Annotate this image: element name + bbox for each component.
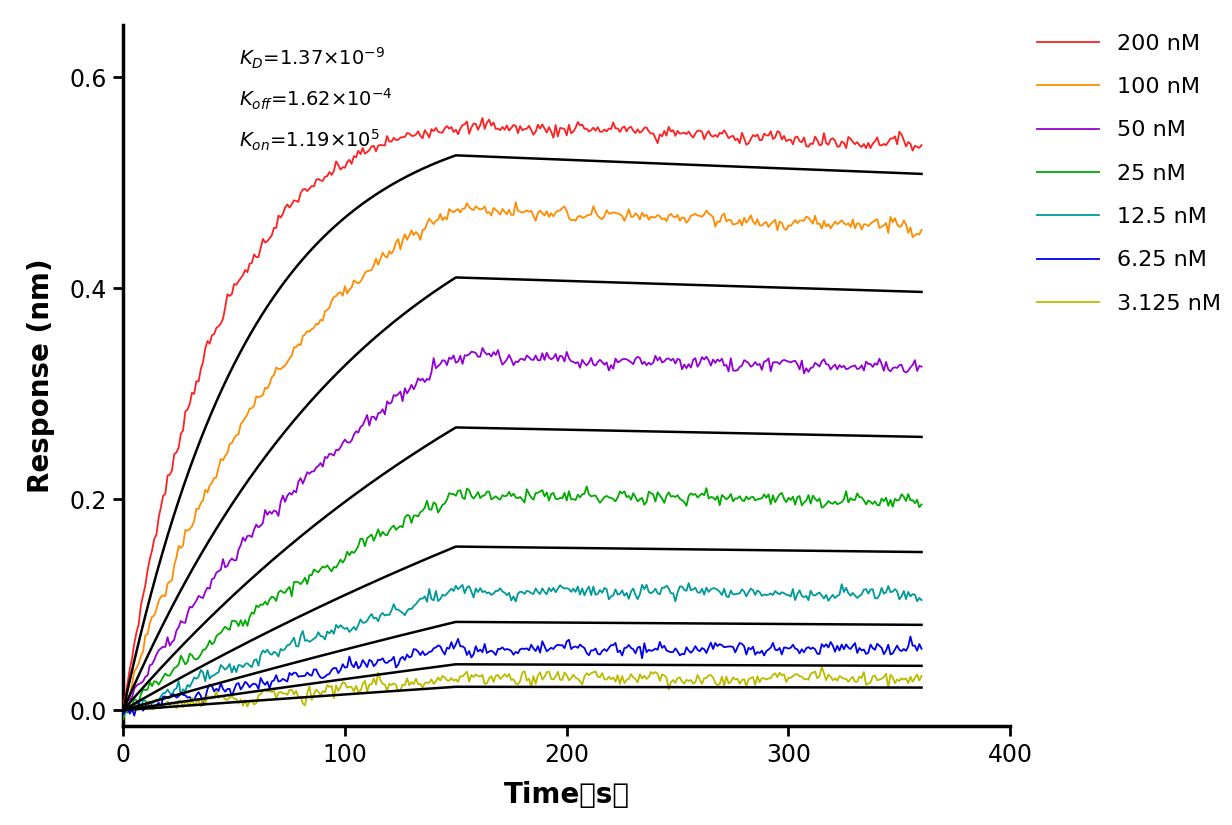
3.125 nM — [116, 700, 131, 710]
200 nM — [476, 113, 490, 123]
3.125 nM — [127, 705, 142, 715]
12.5 nM — [573, 590, 588, 600]
100 nM — [265, 372, 280, 382]
Line: 25 nM: 25 nM — [123, 486, 922, 719]
100 nM — [617, 216, 632, 226]
100 nM — [509, 197, 524, 207]
Line: 50 nM: 50 nM — [123, 348, 922, 715]
25 nM — [570, 490, 585, 500]
6.25 nM — [116, 710, 131, 719]
Y-axis label: Response (nm): Response (nm) — [27, 258, 55, 493]
X-axis label: Time（s）: Time（s） — [504, 780, 630, 808]
3.125 nM — [814, 662, 829, 672]
50 nM — [819, 359, 834, 369]
25 nM — [116, 714, 131, 724]
3.125 nM — [140, 696, 155, 706]
50 nM — [138, 672, 153, 681]
6.25 nM — [599, 646, 614, 656]
25 nM — [599, 491, 614, 501]
3.125 nM — [266, 686, 281, 696]
6.25 nM — [903, 631, 918, 641]
25 nM — [819, 499, 834, 509]
50 nM — [599, 357, 614, 367]
Line: 3.125 nM: 3.125 nM — [123, 667, 922, 710]
12.5 nM — [599, 584, 614, 594]
12.5 nM — [116, 703, 131, 713]
6.25 nM — [617, 644, 632, 653]
25 nM — [617, 487, 632, 497]
200 nM — [573, 120, 588, 130]
Line: 100 nM: 100 nM — [123, 202, 922, 719]
3.125 nM — [821, 670, 835, 680]
6.25 nM — [819, 639, 834, 649]
50 nM — [476, 343, 490, 353]
6.25 nM — [266, 676, 281, 686]
Legend: 200 nM, 100 nM, 50 nM, 25 nM, 12.5 nM, 6.25 nM, 3.125 nM: 200 nM, 100 nM, 50 nM, 25 nM, 12.5 nM, 6… — [1027, 25, 1230, 323]
50 nM — [116, 710, 131, 720]
50 nM — [573, 363, 588, 373]
100 nM — [599, 205, 614, 215]
200 nM — [617, 121, 632, 131]
12.5 nM — [118, 707, 133, 717]
12.5 nM — [617, 591, 632, 601]
Line: 12.5 nM: 12.5 nM — [123, 583, 922, 712]
3.125 nM — [599, 675, 614, 685]
50 nM — [617, 354, 632, 364]
100 nM — [914, 225, 929, 235]
3.125 nM — [914, 671, 929, 681]
3.125 nM — [617, 678, 632, 688]
25 nM — [265, 592, 280, 601]
100 nM — [573, 211, 588, 221]
12.5 nM — [140, 700, 155, 710]
Text: $K_D$=1.37×10$^{-9}$
$K_{off}$=1.62×10$^{-4}$
$K_{on}$=1.19×10$^{5}$: $K_D$=1.37×10$^{-9}$ $K_{off}$=1.62×10$^… — [239, 45, 392, 153]
Line: 6.25 nM: 6.25 nM — [123, 636, 922, 715]
25 nM — [579, 481, 594, 491]
6.25 nM — [140, 703, 155, 713]
100 nM — [116, 714, 131, 724]
Line: 200 nM: 200 nM — [123, 118, 922, 704]
50 nM — [914, 361, 929, 371]
200 nM — [914, 140, 929, 150]
50 nM — [265, 509, 280, 519]
6.25 nM — [573, 639, 588, 649]
200 nM — [819, 139, 834, 148]
200 nM — [116, 699, 131, 709]
25 nM — [914, 500, 929, 510]
200 nM — [265, 230, 280, 240]
12.5 nM — [821, 596, 835, 606]
12.5 nM — [266, 647, 281, 657]
6.25 nM — [127, 710, 142, 720]
100 nM — [138, 630, 153, 640]
100 nM — [819, 222, 834, 232]
12.5 nM — [914, 595, 929, 605]
12.5 nM — [681, 578, 696, 588]
25 nM — [138, 686, 153, 695]
3.125 nM — [573, 676, 588, 686]
200 nM — [138, 580, 153, 590]
6.25 nM — [914, 644, 929, 653]
200 nM — [599, 126, 614, 136]
